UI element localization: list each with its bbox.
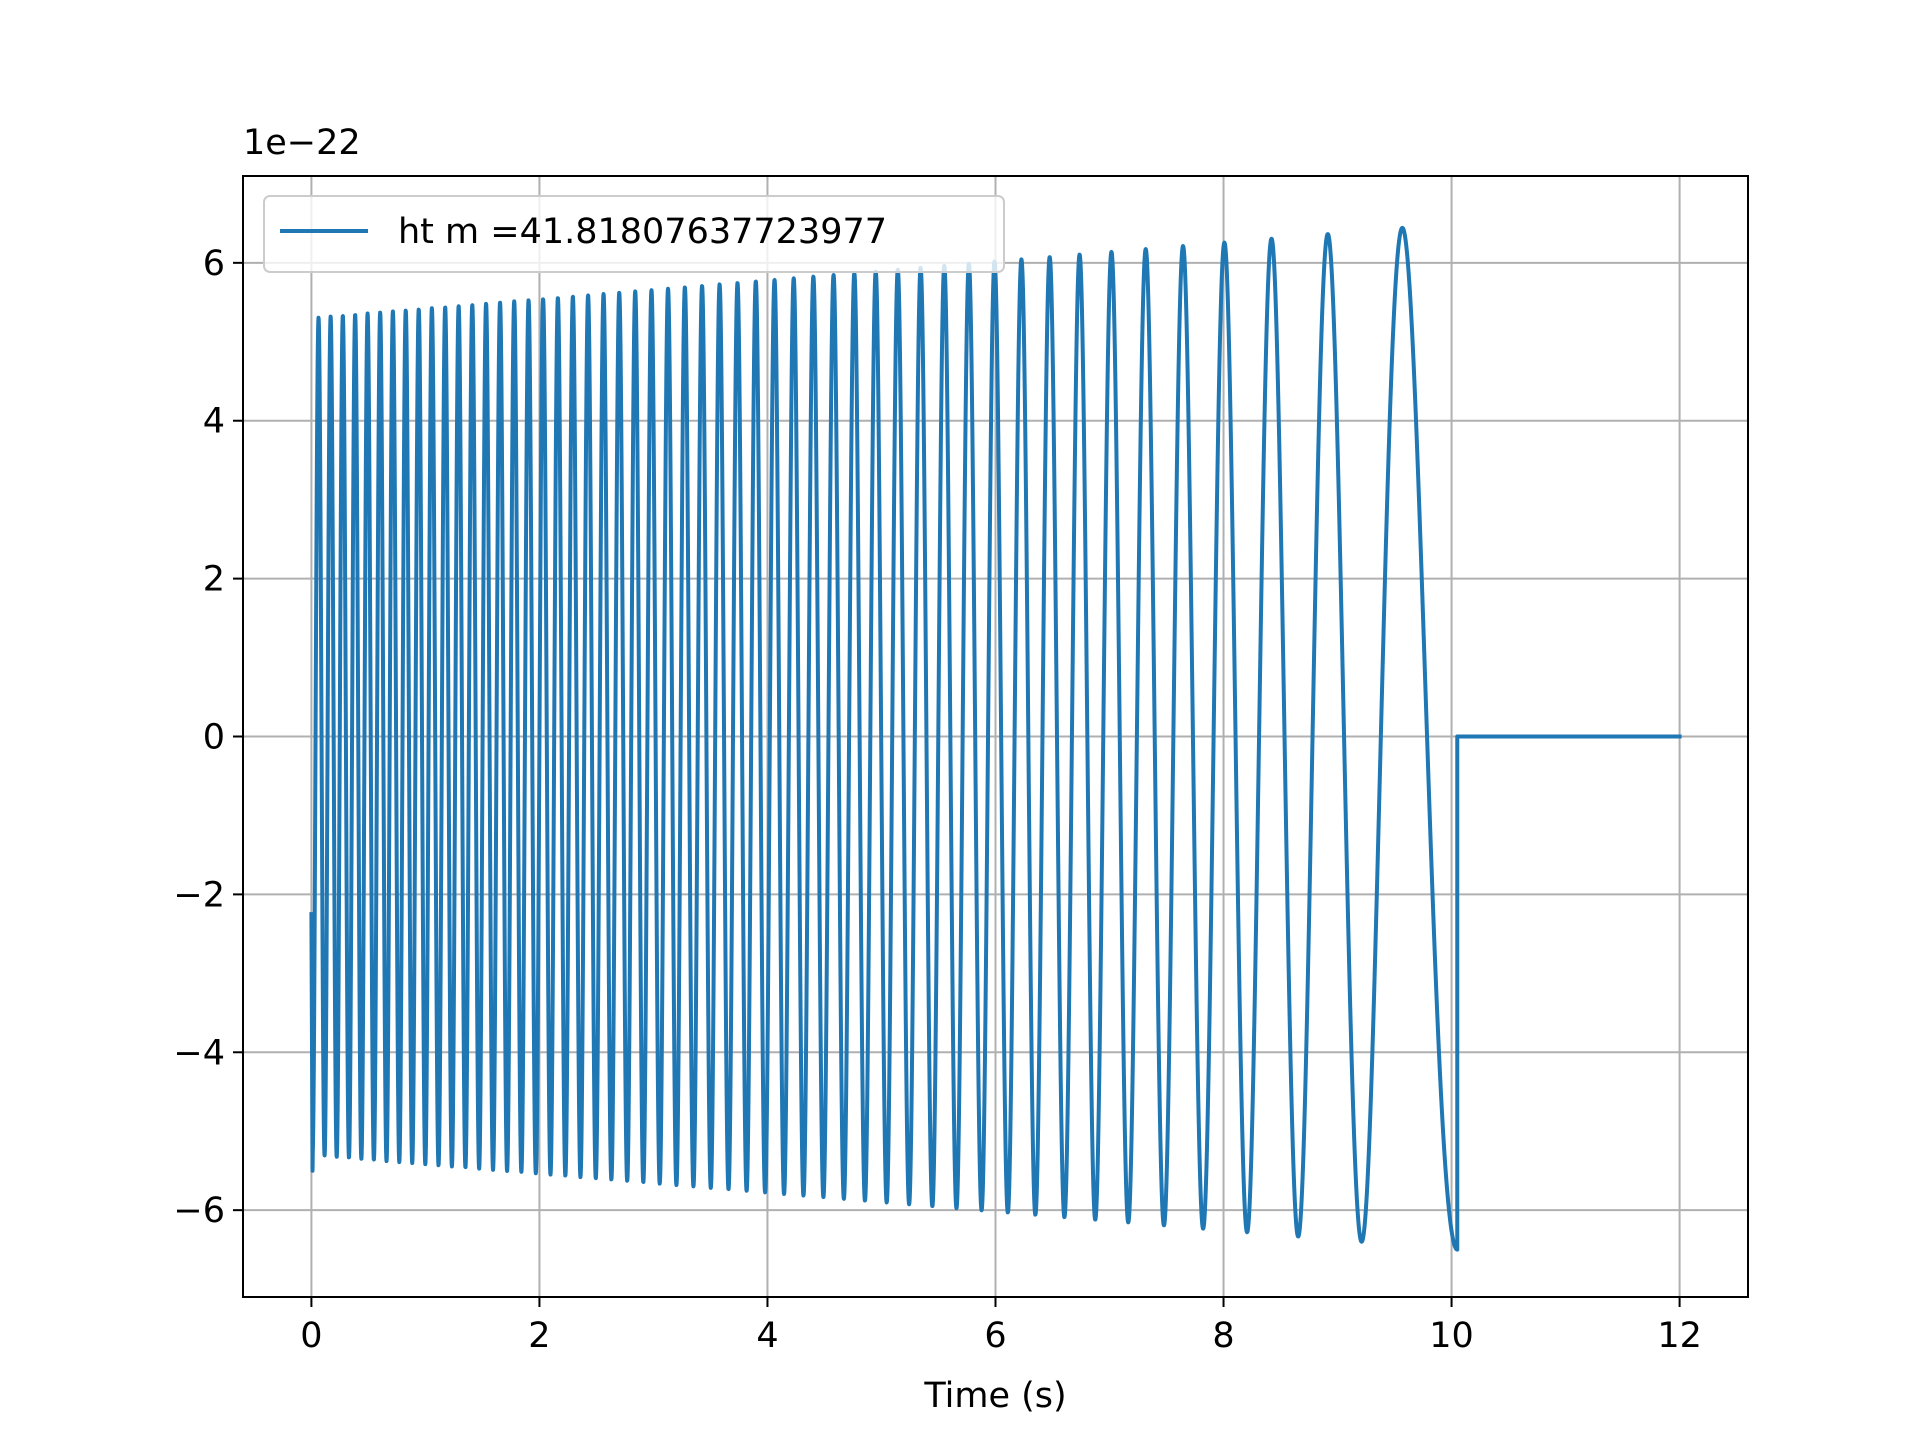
- x-axis-title: Time (s): [923, 1376, 1066, 1416]
- x-tick-label: 10: [1429, 1316, 1474, 1356]
- x-tick-label: 4: [756, 1316, 778, 1356]
- ticks: 0 2 4 6 8 10 12 −6 −4 −2 0 2 4 6: [173, 244, 1701, 1356]
- x-tick-label: 2: [528, 1316, 550, 1356]
- y-tick-label: −6: [173, 1191, 225, 1231]
- legend-box: [263, 195, 1005, 273]
- y-tick-label: −2: [173, 875, 225, 915]
- y-offset-label: 1e−22: [243, 123, 361, 163]
- y-tick-label: −4: [173, 1033, 225, 1073]
- y-tick-label: 6: [203, 244, 225, 284]
- x-tick-label: 12: [1657, 1316, 1702, 1356]
- legend-label: ht m =41.81807637723977: [398, 212, 887, 252]
- plot-area: [309, 225, 1682, 1252]
- series-line-ht: [309, 225, 1682, 1252]
- y-tick-label: 0: [203, 718, 225, 758]
- y-tick-label: 4: [203, 402, 225, 442]
- y-tick-label: 2: [203, 560, 225, 600]
- x-tick-label: 8: [1212, 1316, 1234, 1356]
- x-tick-label: 6: [984, 1316, 1006, 1356]
- x-tick-label: 0: [300, 1316, 322, 1356]
- legend: ht m =41.81807637723977: [263, 195, 1005, 273]
